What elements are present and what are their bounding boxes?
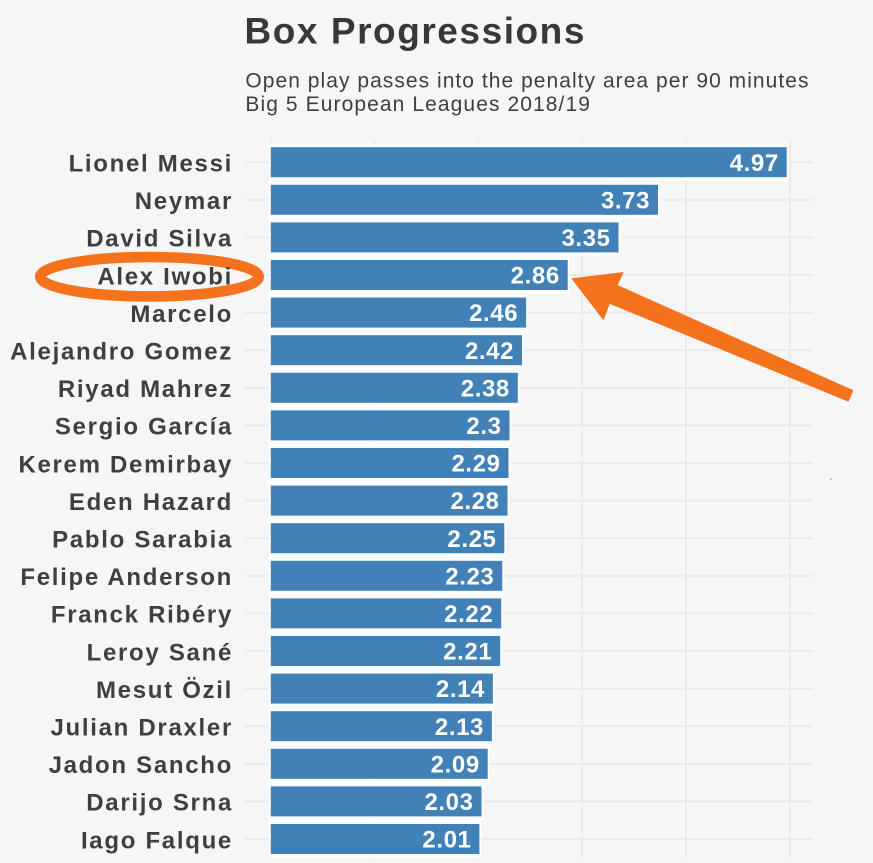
svg-text:Kerem Demirbay: Kerem Demirbay — [18, 451, 233, 478]
svg-text:Pablo Sarabia: Pablo Sarabia — [52, 527, 233, 554]
svg-text:Jadon Sancho: Jadon Sancho — [49, 752, 233, 779]
svg-text:3.73: 3.73 — [601, 187, 650, 214]
svg-text:Neymar: Neymar — [135, 188, 233, 215]
svg-text:2.21: 2.21 — [443, 639, 492, 666]
svg-text:Alex Iwobi: Alex Iwobi — [97, 263, 233, 290]
svg-text:Marcelo: Marcelo — [130, 301, 233, 328]
svg-text:2.13: 2.13 — [435, 714, 484, 741]
svg-text:2.28: 2.28 — [450, 488, 499, 515]
svg-text:2.38: 2.38 — [461, 375, 510, 402]
svg-text:Sergio García: Sergio García — [55, 414, 233, 441]
svg-text:Riyad Mahrez: Riyad Mahrez — [58, 376, 233, 403]
svg-text:Big 5 European Leagues 2018/19: Big 5 European Leagues 2018/19 — [245, 93, 591, 116]
svg-text:2.09: 2.09 — [431, 751, 480, 778]
svg-text:Leroy Sané: Leroy Sané — [87, 639, 233, 666]
svg-text:David Silva: David Silva — [86, 226, 233, 253]
svg-text:2.46: 2.46 — [469, 300, 518, 327]
svg-text:2.03: 2.03 — [424, 789, 473, 816]
svg-text:2.3: 2.3 — [466, 413, 501, 440]
svg-text:2.86: 2.86 — [511, 263, 560, 290]
svg-text:3.35: 3.35 — [561, 225, 610, 252]
svg-text:2.22: 2.22 — [444, 601, 493, 628]
svg-text:2.14: 2.14 — [436, 676, 485, 703]
svg-text:Darijo Srna: Darijo Srna — [86, 790, 233, 817]
svg-text:Open play passes into the pena: Open play passes into the penalty area p… — [245, 69, 809, 92]
svg-text:Lionel Messi: Lionel Messi — [69, 151, 233, 178]
svg-text:2.25: 2.25 — [447, 526, 496, 553]
svg-text:2.29: 2.29 — [451, 451, 500, 478]
svg-text:4.97: 4.97 — [730, 150, 779, 177]
svg-text:Mesut Özil: Mesut Özil — [96, 677, 233, 704]
svg-text:Eden Hazard: Eden Hazard — [69, 489, 233, 516]
svg-text:Box Progressions: Box Progressions — [245, 11, 586, 52]
svg-text:Alejandro Gomez: Alejandro Gomez — [10, 339, 233, 366]
svg-text:Felipe Anderson: Felipe Anderson — [20, 564, 233, 591]
svg-text:Franck Ribéry: Franck Ribéry — [51, 602, 233, 629]
svg-text:2.42: 2.42 — [465, 338, 514, 365]
svg-text:2.23: 2.23 — [445, 563, 494, 590]
svg-text:2.01: 2.01 — [422, 827, 471, 854]
svg-text:Iago Falque: Iago Falque — [81, 827, 233, 854]
svg-text:Julian Draxler: Julian Draxler — [50, 715, 233, 742]
